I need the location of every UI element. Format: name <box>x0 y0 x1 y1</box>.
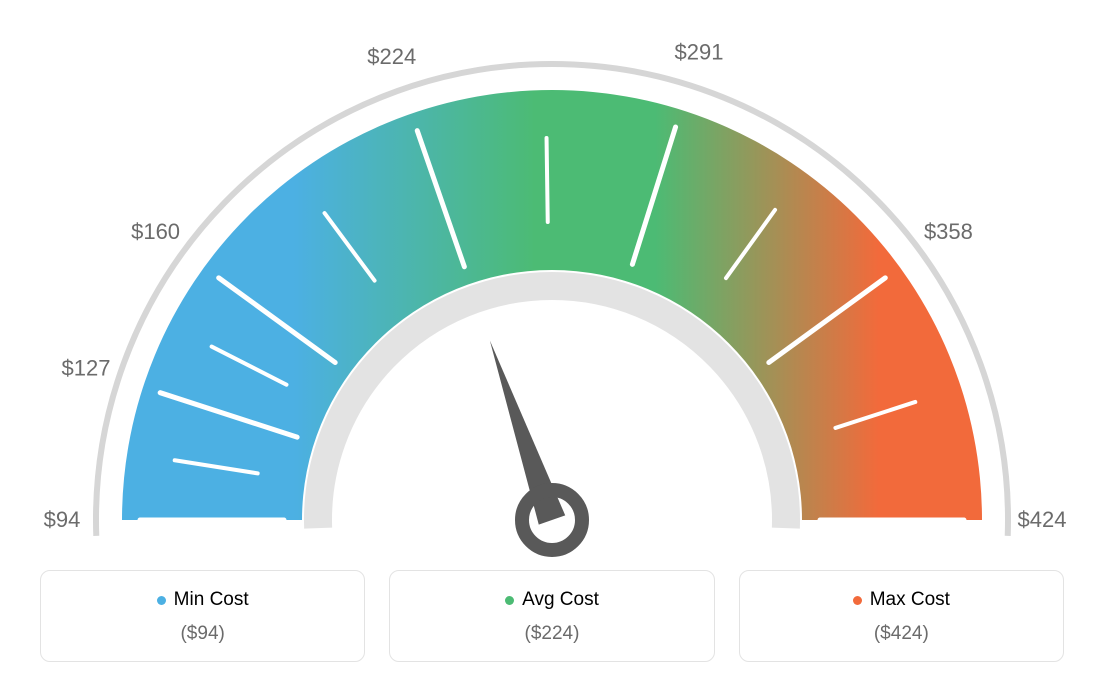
legend-label-max: Max Cost <box>870 589 950 611</box>
legend-label-min: Min Cost <box>174 589 249 611</box>
legend-card-max: Max Cost ($424) <box>739 570 1064 662</box>
legend-row: Min Cost ($94) Avg Cost ($224) Max Cost … <box>0 570 1104 662</box>
gauge-tick-label: $127 <box>62 356 111 381</box>
legend-card-avg: Avg Cost ($224) <box>389 570 714 662</box>
legend-dot-max <box>853 596 862 605</box>
gauge-tick-label: $160 <box>131 219 180 244</box>
gauge-tick-label: $224 <box>367 44 416 69</box>
gauge-tick-label: $424 <box>1018 507 1067 532</box>
cost-gauge: $94 $127 $160 $224 $291 $358 $424 <box>0 0 1104 560</box>
gauge-tick-label: $358 <box>924 219 973 244</box>
legend-title-max: Max Cost <box>853 589 950 611</box>
gauge-svg: $94 $127 $160 $224 $291 $358 $424 <box>22 20 1082 580</box>
legend-title-avg: Avg Cost <box>505 589 599 611</box>
legend-title-min: Min Cost <box>157 589 249 611</box>
gauge-tick-label: $291 <box>674 40 723 65</box>
legend-dot-avg <box>505 596 514 605</box>
legend-dot-min <box>157 596 166 605</box>
legend-label-avg: Avg Cost <box>522 589 599 611</box>
legend-value-min: ($94) <box>53 623 352 645</box>
legend-card-min: Min Cost ($94) <box>40 570 365 662</box>
legend-value-max: ($424) <box>752 623 1051 645</box>
legend-value-avg: ($224) <box>402 623 701 645</box>
gauge-tick-label: $94 <box>44 507 81 532</box>
